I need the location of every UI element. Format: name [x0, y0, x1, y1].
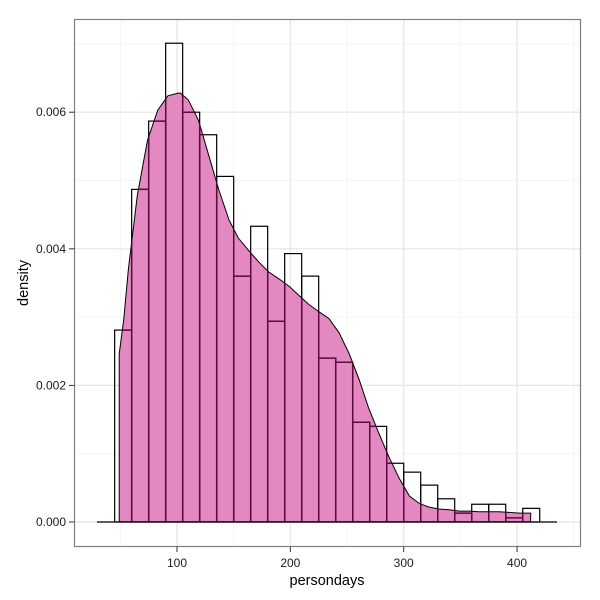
density-area [118, 92, 532, 523]
y-tick-label: 0.002 [36, 378, 66, 392]
x-tick-label: 400 [507, 556, 527, 570]
x-axis: 100 200 300 400 [167, 546, 527, 570]
y-tick-label: 0.006 [36, 105, 66, 119]
density-curve [118, 92, 532, 523]
y-axis-title: density [16, 259, 32, 306]
x-tick-label: 300 [394, 556, 414, 570]
x-tick-label: 200 [280, 556, 300, 570]
y-axis: 0.000 0.002 0.004 0.006 [36, 105, 75, 529]
x-tick-label: 100 [167, 556, 187, 570]
histogram-bar [522, 507, 531, 522]
y-tick-label: 0.004 [36, 242, 66, 256]
panel-border [73, 18, 582, 548]
y-tick-label: 0.000 [36, 515, 66, 529]
x-axis-title: persondays [290, 573, 365, 589]
